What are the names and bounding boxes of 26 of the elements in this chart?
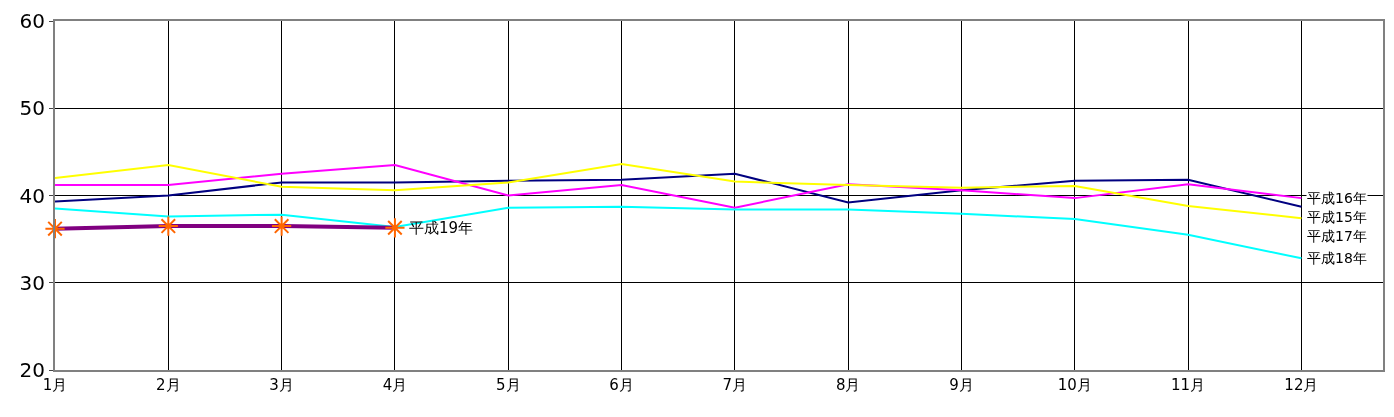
x-tick-label: 8月	[835, 376, 861, 394]
y-tick-label: 30	[19, 270, 45, 295]
series-label: 平成16年	[1307, 190, 1367, 206]
series-label: 平成19年	[409, 219, 474, 237]
x-tick-label: 7月	[722, 376, 748, 394]
x-tick-label: 12月	[1284, 376, 1319, 394]
x-tick-label: 2月	[156, 376, 181, 394]
series-label: 平成18年	[1307, 250, 1367, 266]
line-series	[55, 163, 1303, 220]
x-tick-label: 5月	[495, 376, 521, 394]
x-tick-label: 6月	[609, 376, 634, 394]
series-label: 平成17年	[1307, 228, 1367, 244]
line-series	[55, 205, 1303, 260]
y-tick-label: 50	[19, 96, 45, 121]
x-tick-label: 11月	[1171, 376, 1206, 394]
x-tick-label: 3月	[269, 376, 294, 394]
line-series	[55, 172, 1303, 208]
x-tick-label: 9月	[949, 376, 974, 394]
y-tick-label: 40	[19, 183, 45, 208]
x-tick-label: 4月	[382, 376, 408, 394]
line-series	[55, 163, 1303, 209]
y-tick-label: 20	[19, 358, 45, 382]
x-tick-label: 10月	[1057, 376, 1092, 394]
series-label: 平成15年	[1307, 209, 1367, 225]
y-tick-label: 60	[19, 9, 45, 33]
x-tick-label: 1月	[42, 376, 68, 394]
